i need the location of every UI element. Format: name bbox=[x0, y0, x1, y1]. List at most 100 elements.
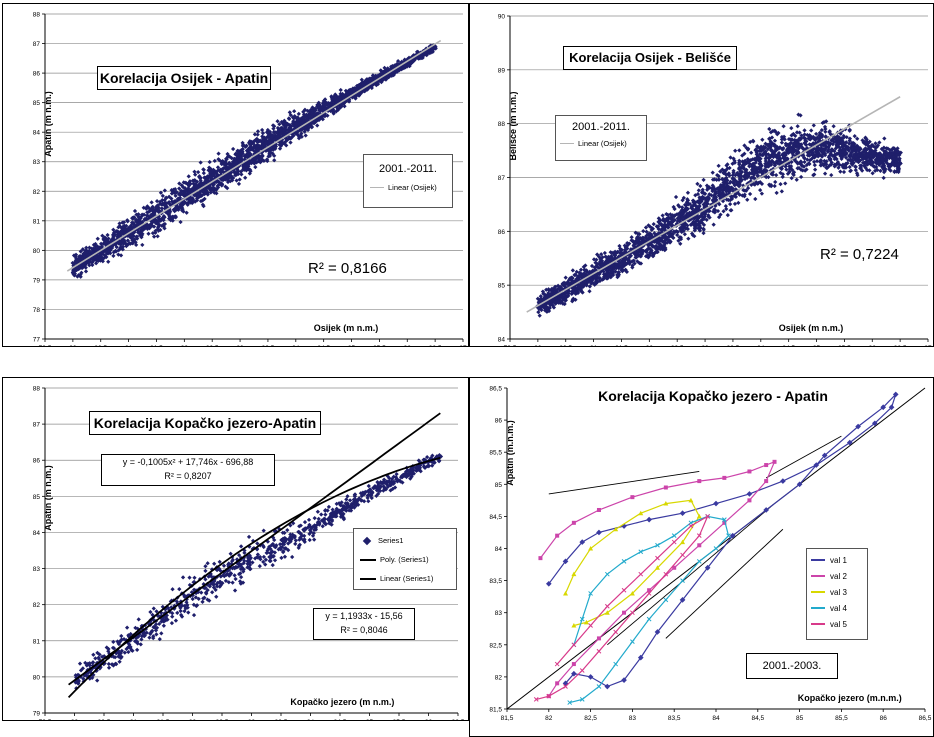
scatter-point bbox=[224, 157, 229, 162]
scatter-point bbox=[635, 235, 640, 240]
legend-line-swatch bbox=[370, 186, 384, 189]
scatter-point bbox=[732, 183, 737, 188]
scatter-point bbox=[759, 191, 765, 196]
scatter-point bbox=[710, 188, 715, 194]
scatter-point bbox=[255, 129, 261, 134]
scatter-point bbox=[255, 132, 260, 137]
scatter-point bbox=[754, 152, 759, 157]
scatter-point bbox=[728, 155, 733, 160]
scatter-point bbox=[264, 157, 270, 162]
scatter-point bbox=[788, 163, 794, 169]
scatter-point bbox=[781, 124, 786, 129]
scatter-point bbox=[766, 175, 771, 180]
scatter-point bbox=[159, 206, 165, 211]
scatter-point bbox=[102, 241, 108, 246]
scatter-point bbox=[832, 156, 837, 162]
x-tick-label: 80 bbox=[69, 345, 77, 346]
scatter-point bbox=[738, 169, 743, 174]
scatter-point bbox=[775, 132, 780, 137]
scatter-point bbox=[288, 140, 293, 145]
scatter-point bbox=[877, 140, 882, 145]
scatter-point bbox=[239, 172, 244, 177]
scatter-point bbox=[713, 189, 718, 194]
scatter-point bbox=[830, 137, 835, 142]
scatter-point bbox=[84, 245, 89, 250]
scatter-point bbox=[797, 130, 802, 135]
scatter-point bbox=[112, 232, 118, 237]
scatter-point bbox=[96, 246, 101, 251]
scatter-point bbox=[635, 259, 640, 264]
scatter-point bbox=[767, 136, 772, 141]
x-tick-label: 84 bbox=[292, 345, 300, 346]
scatter-point bbox=[834, 151, 839, 157]
scatter-point bbox=[203, 178, 208, 184]
scatter-point bbox=[673, 194, 679, 200]
scatter-point bbox=[127, 225, 133, 230]
scatter-point bbox=[772, 183, 777, 189]
y-tick-label: 84 bbox=[33, 130, 41, 137]
scatter-point bbox=[149, 212, 154, 217]
scatter-point bbox=[712, 207, 718, 213]
scatter-point bbox=[232, 162, 237, 167]
scatter-point bbox=[134, 212, 139, 217]
scatter-point bbox=[787, 169, 792, 174]
scatter-point bbox=[881, 175, 886, 180]
scatter-point bbox=[193, 172, 198, 177]
scatter-point bbox=[778, 181, 783, 187]
scatter-point bbox=[749, 175, 755, 180]
y-axis-label: Apatin (m n.m.) bbox=[43, 91, 53, 157]
scatter-point bbox=[849, 149, 855, 155]
scatter-point bbox=[683, 221, 688, 226]
scatter-point bbox=[248, 152, 253, 157]
scatter-point bbox=[874, 153, 879, 159]
scatter-point bbox=[832, 135, 838, 140]
scatter-point bbox=[98, 241, 104, 246]
scatter-point bbox=[746, 186, 751, 191]
scatter-point bbox=[173, 215, 178, 220]
scatter-point bbox=[546, 287, 551, 292]
x-tick-label: 80,5 bbox=[94, 345, 107, 346]
scatter-point bbox=[772, 138, 778, 143]
scatter-point bbox=[120, 238, 125, 243]
scatter-point bbox=[169, 187, 174, 193]
scatter-point bbox=[683, 208, 688, 213]
scatter-point bbox=[813, 167, 818, 172]
scatter-point bbox=[835, 159, 841, 165]
scatter-point bbox=[211, 188, 216, 194]
scatter-point bbox=[175, 204, 180, 209]
scatter-point bbox=[542, 292, 547, 297]
scatter-point bbox=[207, 165, 212, 170]
scatter-point bbox=[881, 166, 886, 171]
scatter-point bbox=[536, 309, 541, 315]
scatter-point bbox=[870, 163, 875, 168]
scatter-point bbox=[256, 147, 261, 152]
chart-osijek-belisce: 79,58080,58181,58282,58383,58484,58585,5… bbox=[469, 3, 934, 347]
scatter-point bbox=[896, 169, 901, 175]
scatter-point bbox=[845, 146, 850, 152]
scatter-point bbox=[629, 238, 634, 243]
scatter-point bbox=[225, 186, 230, 191]
scatter-point bbox=[664, 211, 669, 217]
scatter-point bbox=[155, 226, 160, 232]
chart-osijek-belisce-svg: 79,58080,58181,58282,58383,58484,58585,5… bbox=[498, 14, 932, 347]
scatter-point bbox=[796, 112, 801, 117]
scatter-point bbox=[723, 204, 728, 209]
x-tick-label: 81,5 bbox=[150, 345, 163, 346]
scatter-point bbox=[727, 185, 732, 190]
scatter-point bbox=[712, 177, 717, 182]
chart-osijek-apatin-svg: 79,58080,58181,58282,58383,58484,58585,5… bbox=[33, 12, 467, 347]
scatter-point bbox=[827, 156, 833, 161]
scatter-point bbox=[269, 135, 274, 140]
scatter-point bbox=[753, 196, 758, 202]
scatter-point bbox=[711, 198, 716, 204]
scatter-point bbox=[260, 127, 265, 133]
scatter-point bbox=[162, 188, 167, 193]
scatter-point bbox=[235, 149, 240, 154]
scatter-point bbox=[186, 183, 191, 189]
x-tick-label: 83,5 bbox=[262, 345, 275, 346]
scatter-point bbox=[173, 193, 178, 198]
scatter-point bbox=[570, 268, 575, 273]
scatter-point bbox=[193, 199, 198, 204]
scatter-point bbox=[125, 219, 130, 224]
x-tick-label: 79,5 bbox=[39, 345, 52, 346]
